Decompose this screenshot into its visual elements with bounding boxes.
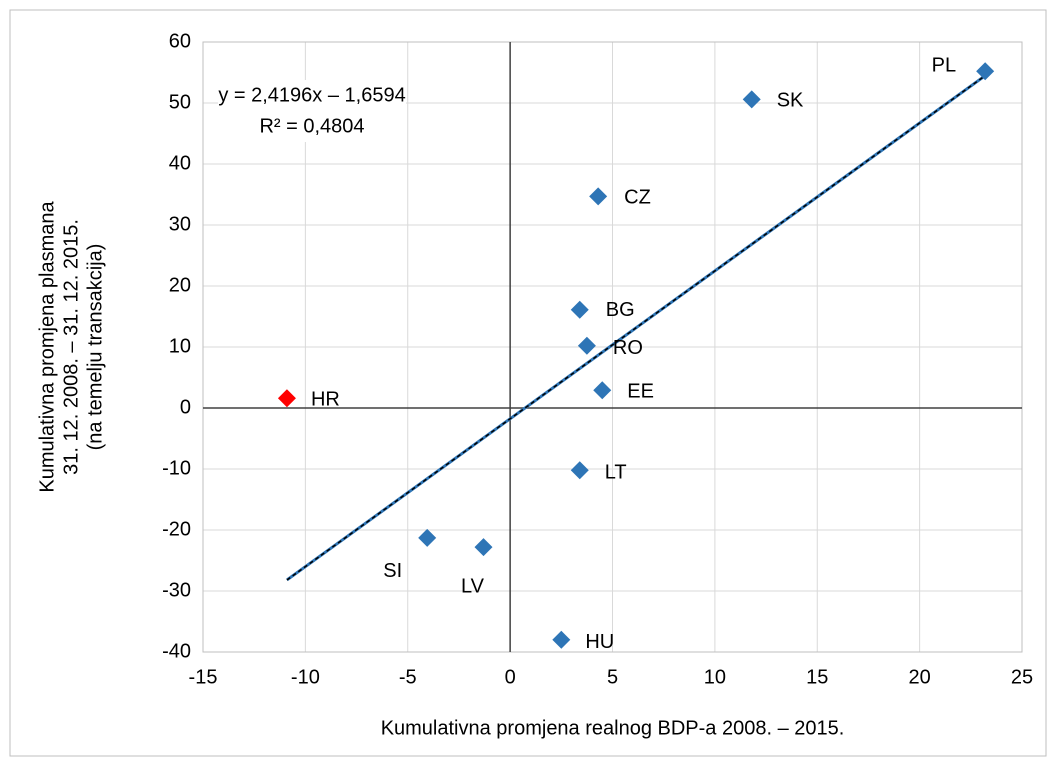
y-tick-label: -10 xyxy=(162,457,191,479)
point-label: SI xyxy=(383,560,402,582)
chart-border xyxy=(9,9,1047,757)
annotation: R² = 0,4804 xyxy=(259,115,364,137)
y-tick-label: -20 xyxy=(162,518,191,540)
point-label: CZ xyxy=(624,187,651,209)
point-label: EE xyxy=(627,381,654,403)
y-tick-label: -40 xyxy=(162,640,191,662)
x-tick-label: -5 xyxy=(399,666,417,688)
data-point xyxy=(577,336,596,355)
x-tick-label: 10 xyxy=(704,666,726,688)
y-tick-label: -30 xyxy=(162,579,191,601)
x-tick-label: -15 xyxy=(189,666,218,688)
x-tick-label: 15 xyxy=(806,666,828,688)
data-point xyxy=(742,90,761,109)
y-tick-label: 50 xyxy=(169,91,191,113)
data-point xyxy=(589,187,608,206)
x-tick-label: 0 xyxy=(505,666,516,688)
y-tick-label: 40 xyxy=(169,152,191,174)
y-tick-label: 10 xyxy=(169,335,191,357)
trendline-dash xyxy=(286,75,986,581)
y-axis-label-line: Kumulativna promjena plasmana xyxy=(36,200,58,492)
point-label: PL xyxy=(932,55,956,77)
y-tick-label: 20 xyxy=(169,274,191,296)
y-tick-label: 30 xyxy=(169,213,191,235)
data-point xyxy=(976,62,995,81)
point-label: RO xyxy=(613,337,643,359)
point-label: HR xyxy=(311,389,340,411)
point-label: BG xyxy=(606,299,635,321)
data-point xyxy=(277,389,296,408)
plot-border xyxy=(202,41,1023,653)
data-point xyxy=(474,538,493,557)
point-label: LT xyxy=(605,462,627,484)
y-axis-label-line: (na temelju transakcija) xyxy=(84,244,106,451)
y-tick-label: 0 xyxy=(180,396,191,418)
data-point xyxy=(418,528,437,547)
annotation: y = 2,4196x – 1,6594 xyxy=(218,84,405,106)
data-point xyxy=(552,630,571,649)
x-tick-label: 25 xyxy=(1011,666,1033,688)
data-point xyxy=(570,300,589,319)
point-label: LV xyxy=(461,575,485,597)
x-tick-label: -10 xyxy=(291,666,320,688)
point-label: SK xyxy=(777,90,804,112)
x-tick-label: 20 xyxy=(909,666,931,688)
x-axis-label: Kumulativna promjena realnog BDP-a 2008.… xyxy=(381,717,845,739)
y-axis-label: Kumulativna promjena plasmana 31. 12. 200… xyxy=(36,200,106,492)
annotation-box xyxy=(218,80,406,142)
data-point xyxy=(593,381,612,400)
x-tick-label: 5 xyxy=(607,666,618,688)
point-label: HU xyxy=(585,631,614,653)
data-point xyxy=(570,461,589,480)
y-axis-label-line: 31. 12. 2008. – 31. 12. 2015. xyxy=(60,219,82,475)
y-tick-label: 60 xyxy=(169,30,191,52)
